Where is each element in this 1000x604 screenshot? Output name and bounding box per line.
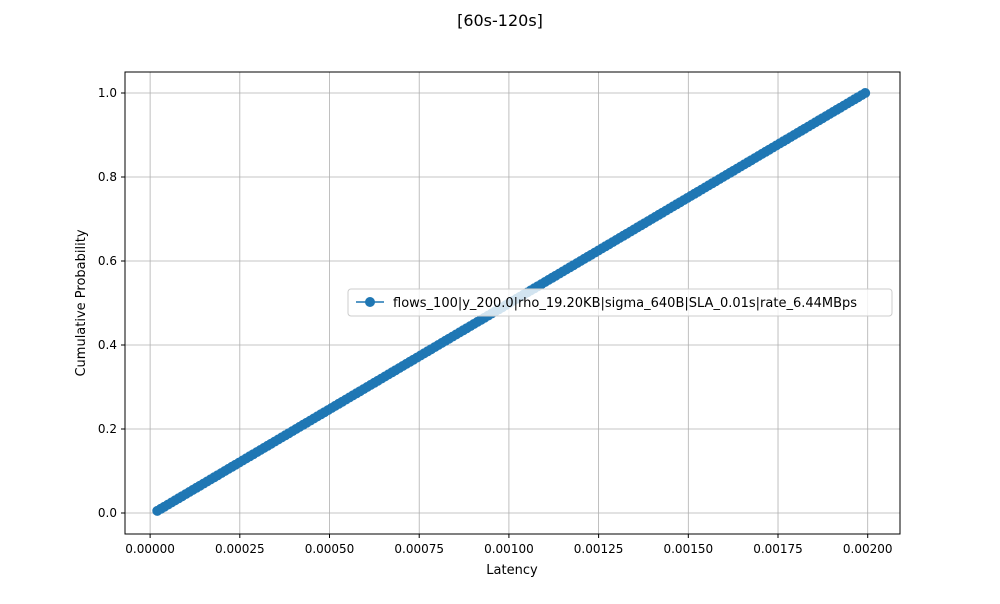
y-tick-label: 1.0 bbox=[98, 86, 117, 100]
plot-frame bbox=[124, 71, 901, 535]
x-tick-label: 0.00075 bbox=[394, 542, 444, 556]
legend: flows_100|y_200.0|rho_19.20KB|sigma_640B… bbox=[347, 288, 893, 317]
y-tick-label: 0.6 bbox=[98, 254, 117, 268]
y-tick-label: 0.8 bbox=[98, 170, 117, 184]
x-tick-label: 0.00000 bbox=[125, 542, 175, 556]
x-tick-label: 0.00175 bbox=[753, 542, 803, 556]
y-axis-ticks: 0.0 0.2 0.4 0.6 0.8 1.0 bbox=[98, 86, 125, 520]
x-axis-ticks: 0.00000 0.00025 0.00050 0.00075 0.00100 0.001… bbox=[125, 534, 893, 556]
data-point bbox=[860, 88, 871, 98]
x-tick-label: 0.00100 bbox=[484, 542, 534, 556]
legend-entry-label: flows_100|y_200.0|rho_19.20KB|sigma_640B… bbox=[393, 296, 857, 311]
x-tick-label: 0.00025 bbox=[215, 542, 265, 556]
legend-box bbox=[347, 288, 893, 317]
x-axis-label: Latency bbox=[486, 563, 538, 578]
y-tick-label: 0.0 bbox=[98, 506, 117, 520]
x-tick-label: 0.00150 bbox=[663, 542, 713, 556]
y-tick-label: 0.4 bbox=[98, 338, 117, 352]
x-tick-label: 0.00125 bbox=[574, 542, 624, 556]
y-axis-label: Cumulative Probability bbox=[74, 229, 89, 376]
legend-marker-swatch bbox=[365, 297, 375, 307]
x-tick-label: 0.00200 bbox=[843, 542, 893, 556]
chart-title: [60s-120s] bbox=[457, 11, 543, 30]
x-tick-label: 0.00050 bbox=[305, 542, 355, 556]
y-tick-label: 0.2 bbox=[98, 422, 117, 436]
